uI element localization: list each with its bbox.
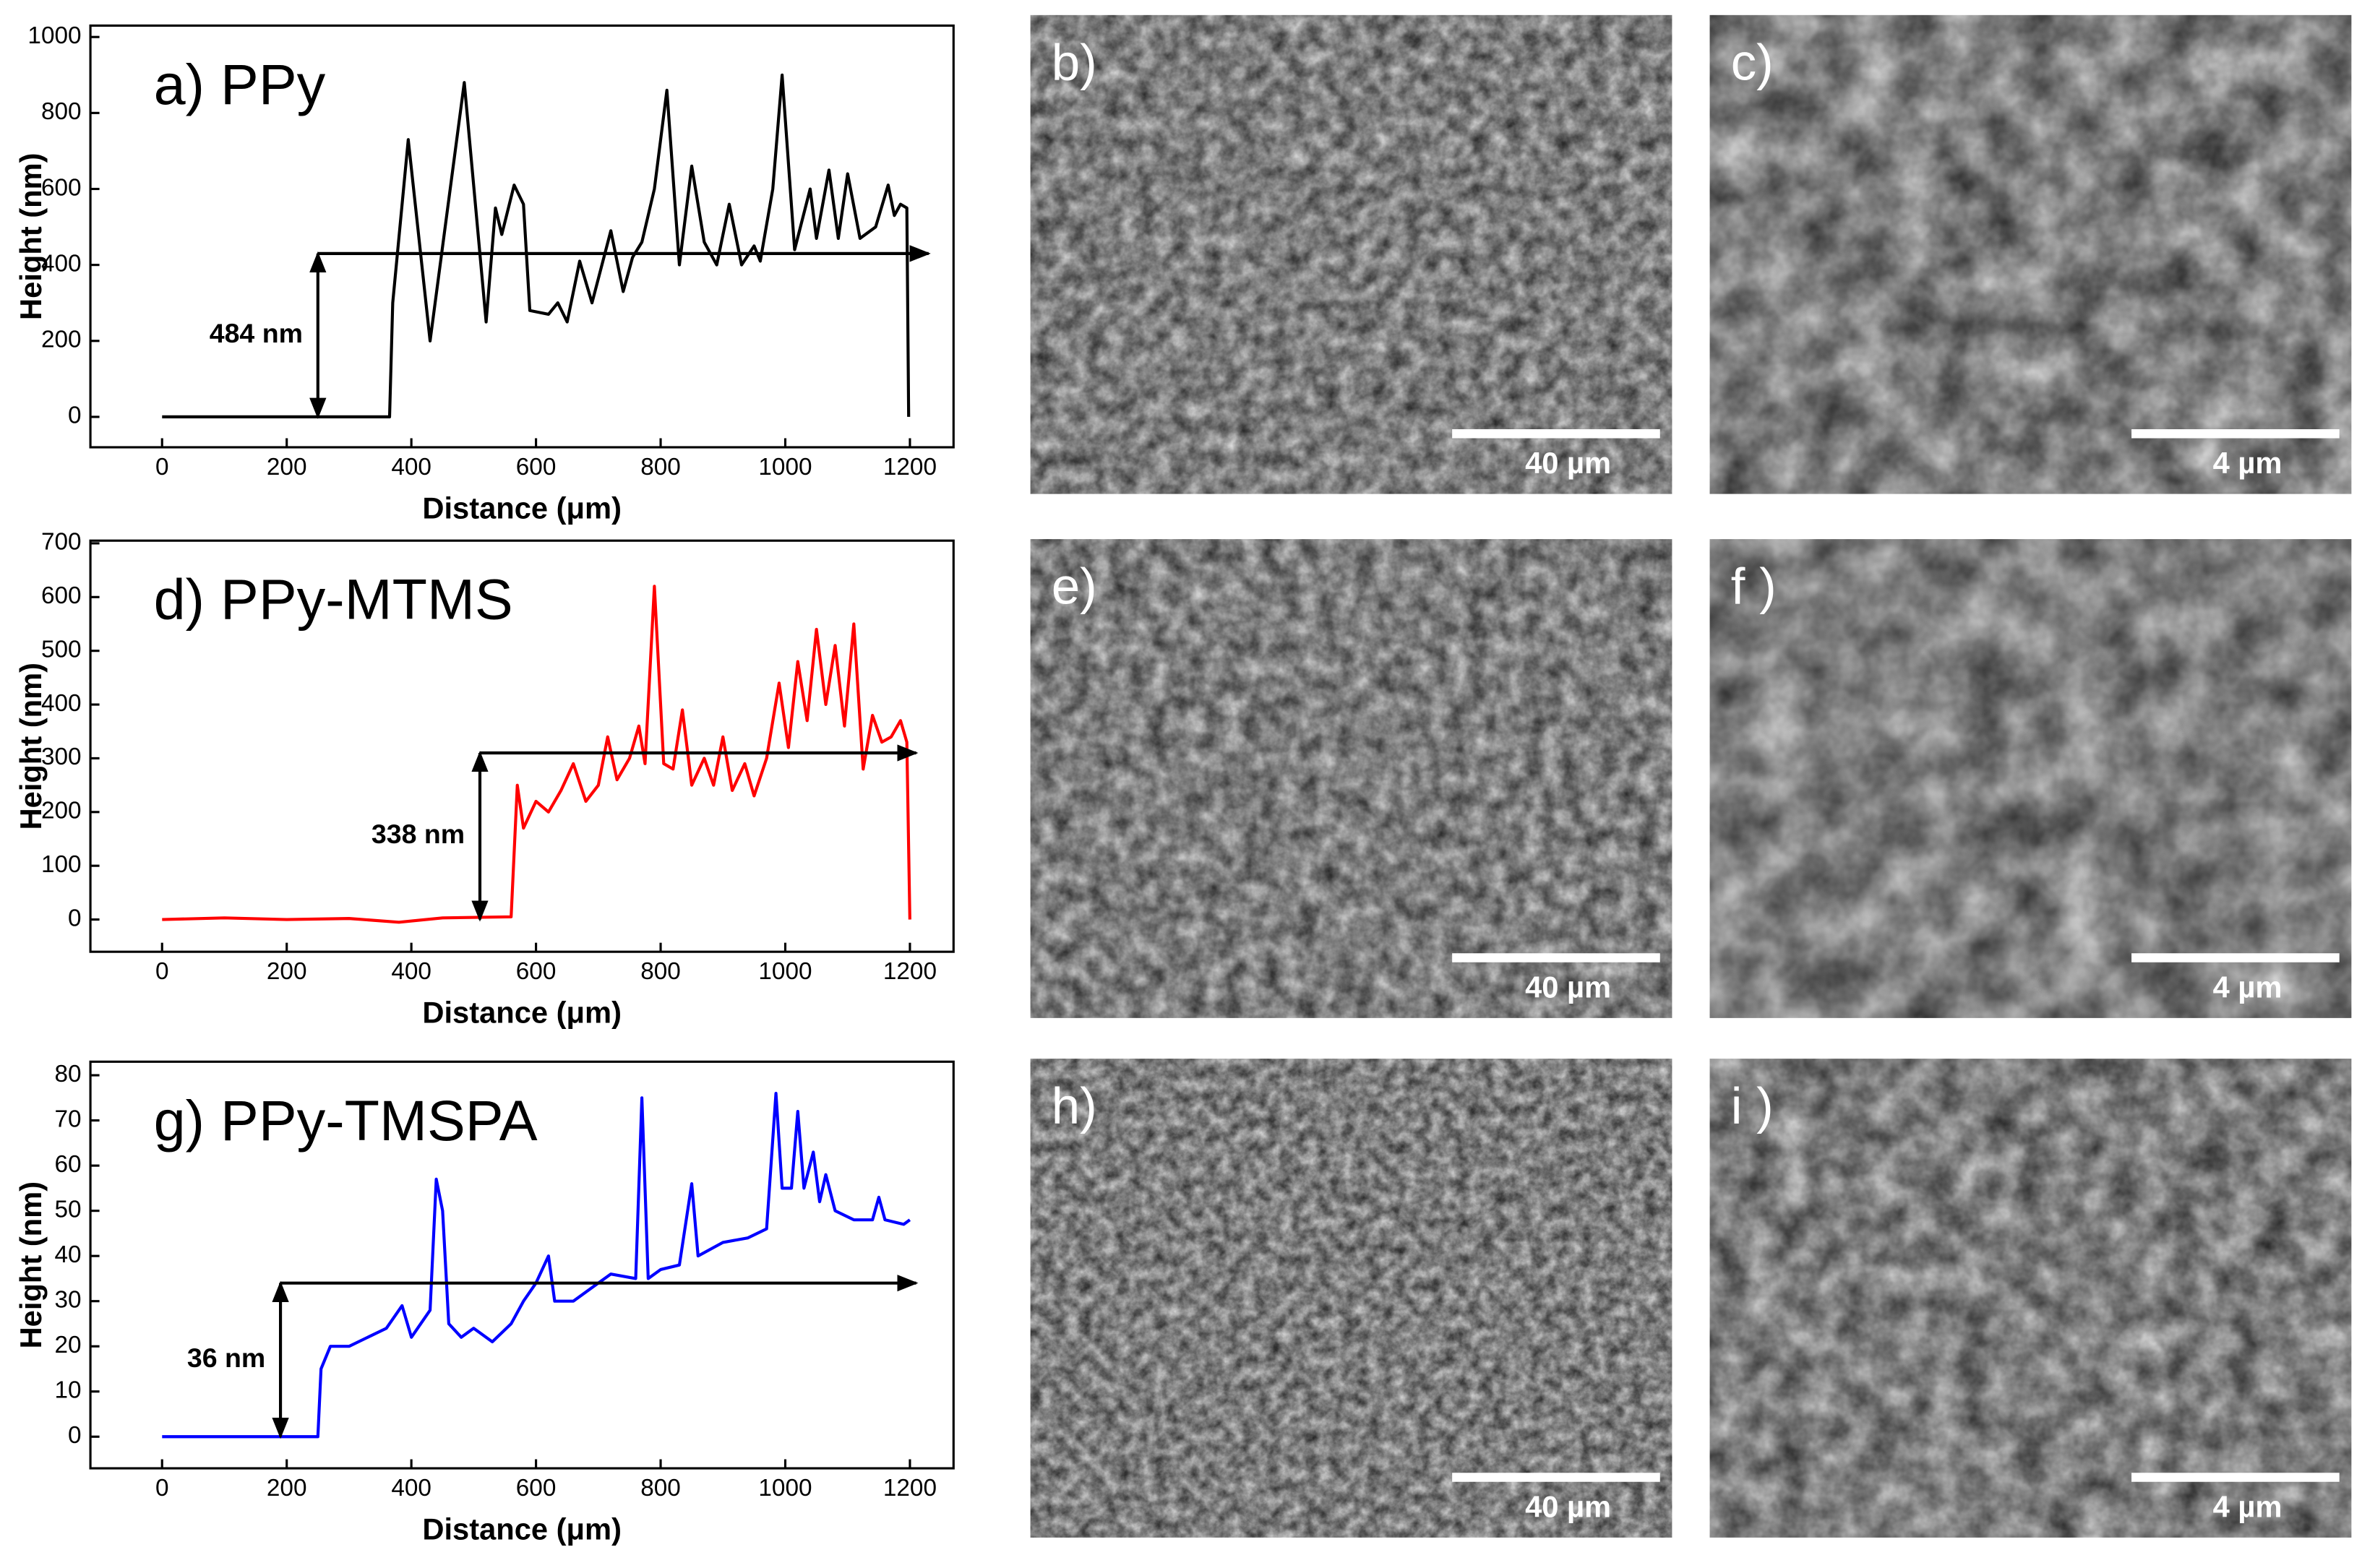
y-tick-label: 100 (41, 851, 82, 878)
x-tick-label: 800 (640, 958, 681, 985)
scale-bar-label: 40 µm (1525, 446, 1611, 480)
x-tick-label: 1200 (883, 958, 937, 985)
height-label: 484 nm (210, 318, 303, 348)
x-tick-label: 800 (640, 454, 681, 481)
sem-image-texture (1709, 539, 2352, 1018)
y-tick-label: 70 (55, 1106, 82, 1132)
panel-label: b) (1052, 34, 1097, 91)
sem-image-texture (1030, 1059, 1672, 1538)
y-tick-label: 300 (41, 744, 82, 770)
y-tick-label: 400 (41, 690, 82, 717)
y-tick-label: 0 (68, 1422, 82, 1449)
x-tick-label: 400 (391, 958, 431, 985)
profile-line (162, 73, 911, 418)
sem-image-texture (1030, 539, 1672, 1018)
x-tick-label: 1000 (758, 454, 812, 481)
y-tick-label: 60 (55, 1151, 82, 1178)
y-tick-label: 600 (41, 174, 82, 201)
x-tick-label: 600 (516, 1475, 557, 1502)
panel-label: e) (1052, 559, 1097, 616)
x-tick-label: 1200 (883, 454, 937, 481)
scale-bar-label: 40 µm (1525, 1489, 1611, 1523)
y-tick-label: 200 (41, 327, 82, 353)
x-tick-label: 600 (516, 958, 557, 985)
sem-image-texture (1709, 1059, 2352, 1538)
panel-label: i ) (1731, 1078, 1774, 1135)
y-axis-title: Height (nm) (14, 663, 48, 830)
x-axis-title: Distance (μm) (422, 996, 622, 1030)
y-tick-label: 800 (41, 98, 82, 125)
x-axis-title: Distance (μm) (422, 1512, 622, 1546)
x-tick-label: 400 (391, 1475, 431, 1502)
y-tick-label: 80 (55, 1061, 82, 1087)
plot-frame (89, 539, 955, 953)
height-label: 36 nm (187, 1343, 265, 1373)
x-tick-label: 600 (516, 454, 557, 481)
y-tick-label: 200 (41, 798, 82, 824)
x-axis-title: Distance (μm) (422, 491, 622, 525)
y-tick-label: 500 (41, 636, 82, 663)
plot-frame (89, 1060, 955, 1470)
plot-frame (89, 24, 955, 449)
chart-title: a) PPy (154, 52, 326, 116)
x-tick-label: 1000 (758, 958, 812, 985)
y-tick-label: 30 (55, 1287, 82, 1314)
y-tick-label: 20 (55, 1332, 82, 1358)
y-axis-title: Height (nm) (14, 152, 48, 319)
sem-image-texture (1709, 14, 2352, 494)
y-tick-label: 50 (55, 1196, 82, 1223)
x-tick-label: 1200 (883, 1475, 937, 1502)
x-tick-label: 0 (155, 1475, 169, 1502)
scale-bar-label: 4 µm (2213, 1489, 2282, 1523)
y-tick-label: 0 (68, 402, 82, 429)
panel-label: f ) (1731, 559, 1777, 616)
scale-bar-label: 40 µm (1525, 970, 1611, 1004)
x-tick-label: 200 (267, 958, 307, 985)
profile-line (162, 585, 911, 924)
x-tick-label: 1000 (758, 1475, 812, 1502)
height-label: 338 nm (372, 819, 465, 849)
y-axis-title: Height (nm) (14, 1181, 48, 1348)
chart-title: d) PPy-MTMS (154, 567, 513, 632)
y-tick-label: 700 (41, 529, 82, 556)
x-tick-label: 400 (391, 454, 431, 481)
x-tick-label: 200 (267, 454, 307, 481)
x-tick-label: 0 (155, 958, 169, 985)
sem-image-texture (1030, 14, 1672, 494)
y-tick-label: 40 (55, 1241, 82, 1268)
panel-label: h) (1052, 1078, 1097, 1135)
y-tick-label: 10 (55, 1377, 82, 1404)
x-tick-label: 0 (155, 454, 169, 481)
profile-line (162, 1091, 911, 1439)
y-tick-label: 600 (41, 582, 82, 609)
x-tick-label: 800 (640, 1475, 681, 1502)
scale-bar-label: 4 µm (2213, 446, 2282, 480)
x-tick-label: 200 (267, 1475, 307, 1502)
y-tick-label: 1000 (27, 22, 81, 49)
y-tick-label: 400 (41, 250, 82, 277)
y-tick-label: 0 (68, 905, 82, 931)
chart-title: g) PPy-TMSPA (154, 1088, 538, 1153)
panel-label: c) (1731, 34, 1774, 91)
scale-bar-label: 4 µm (2213, 970, 2282, 1004)
